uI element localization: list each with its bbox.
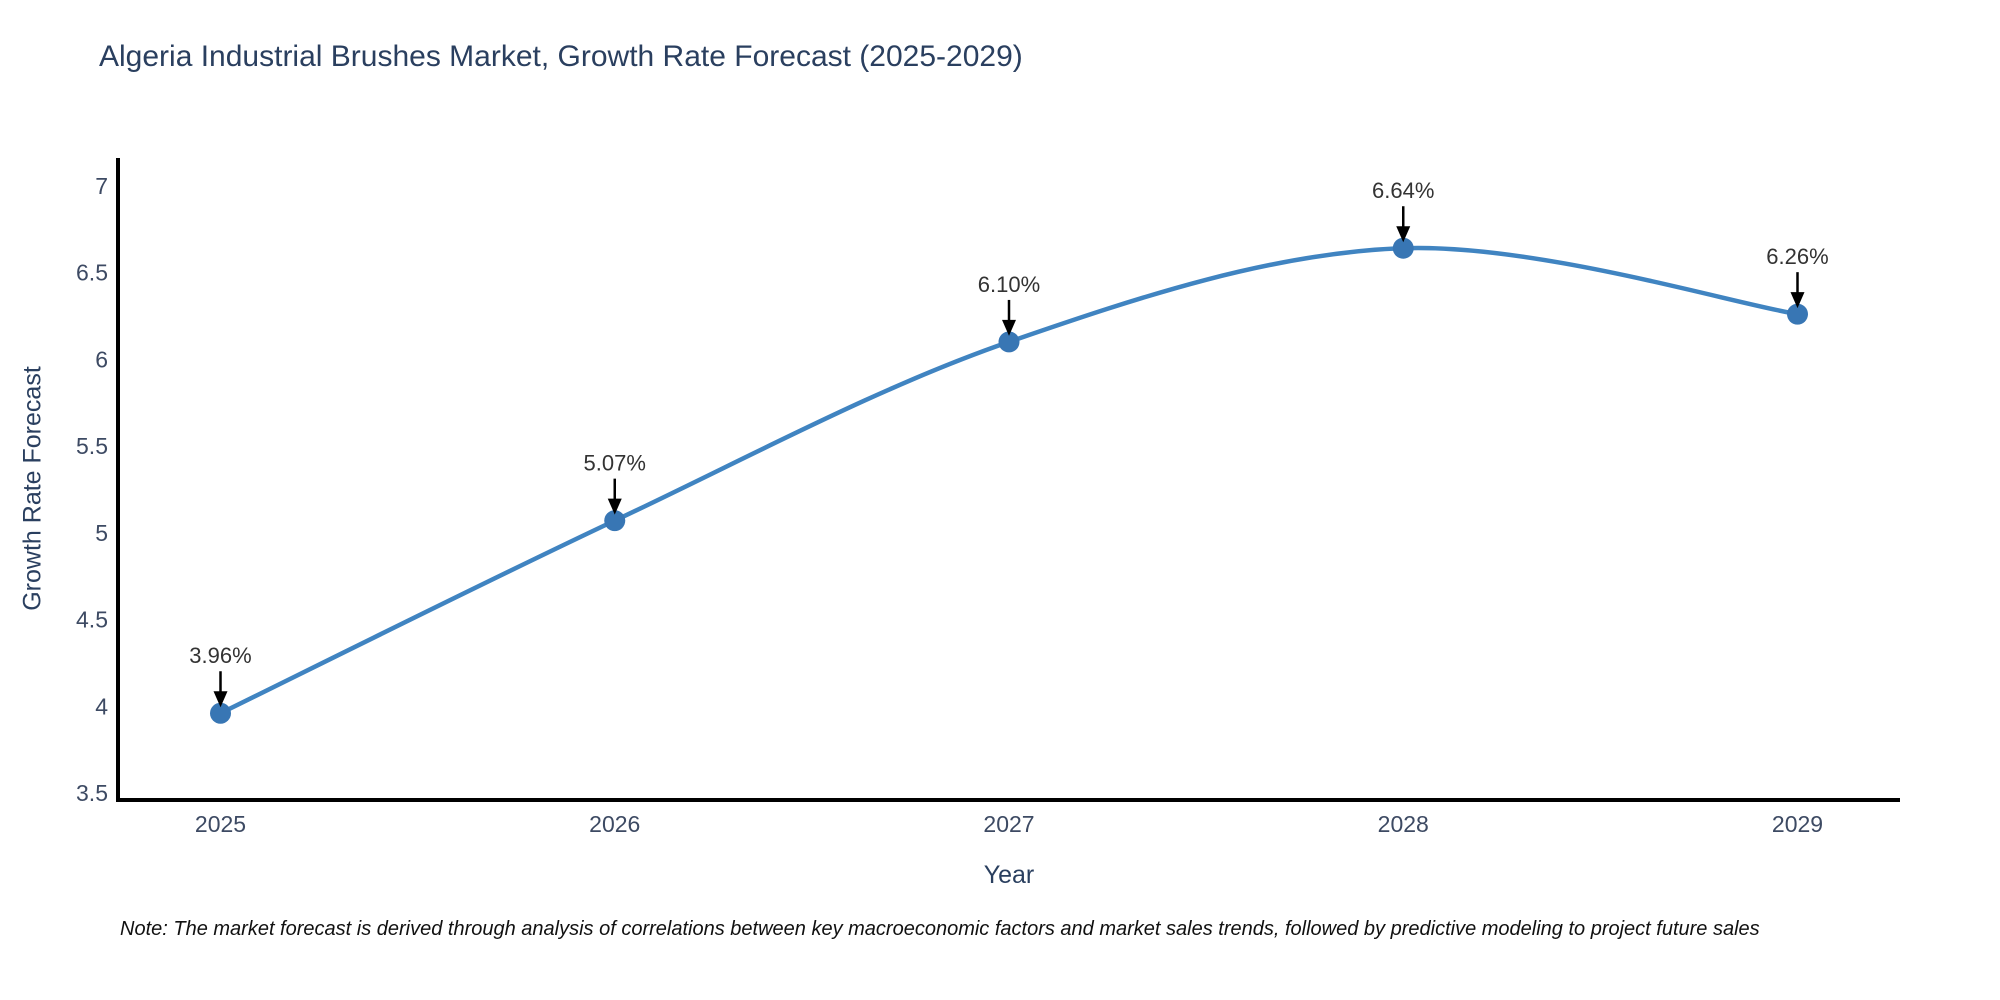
y-tick-label: 4.5	[76, 607, 108, 633]
y-tick-label: 6	[95, 346, 108, 372]
annotation-arrow-head	[213, 691, 228, 708]
data-point-marker[interactable]	[1786, 303, 1808, 325]
footnote: Note: The market forecast is derived thr…	[120, 918, 1760, 940]
x-axis-title: Year	[983, 861, 1035, 889]
annotation-arrow-head	[1002, 319, 1016, 336]
y-tick-label: 6.5	[76, 260, 108, 286]
chart-title: Algeria Industrial Brushes Market, Growt…	[99, 40, 1023, 73]
y-tick-label: 4	[95, 693, 108, 719]
data-point-label: 6.10%	[978, 272, 1040, 297]
data-point-marker[interactable]	[998, 331, 1020, 353]
data-point-label: 6.26%	[1766, 244, 1828, 269]
y-tick-label: 5.5	[76, 433, 108, 459]
x-tick-label: 2028	[1378, 811, 1429, 837]
annotation-arrow-head	[1790, 292, 1805, 309]
data-point-marker[interactable]	[1392, 237, 1414, 259]
data-point-label: 6.64%	[1372, 178, 1434, 203]
data-point-marker[interactable]	[210, 702, 232, 724]
data-point-label: 5.07%	[584, 451, 646, 476]
annotation-arrow-head	[1396, 226, 1411, 243]
x-tick-label: 2027	[983, 811, 1034, 837]
x-tick-label: 2029	[1772, 811, 1823, 837]
x-tick-label: 2025	[195, 811, 246, 837]
y-tick-label: 3.5	[76, 780, 108, 806]
annotation-arrow-head	[607, 498, 622, 515]
data-point-marker[interactable]	[604, 510, 626, 532]
x-tick-label: 2026	[589, 811, 640, 837]
data-point-label: 3.96%	[189, 643, 251, 668]
y-tick-label: 5	[95, 520, 108, 546]
y-tick-label: 7	[95, 173, 108, 199]
y-axis-title: Growth Rate Forecast	[18, 366, 47, 611]
